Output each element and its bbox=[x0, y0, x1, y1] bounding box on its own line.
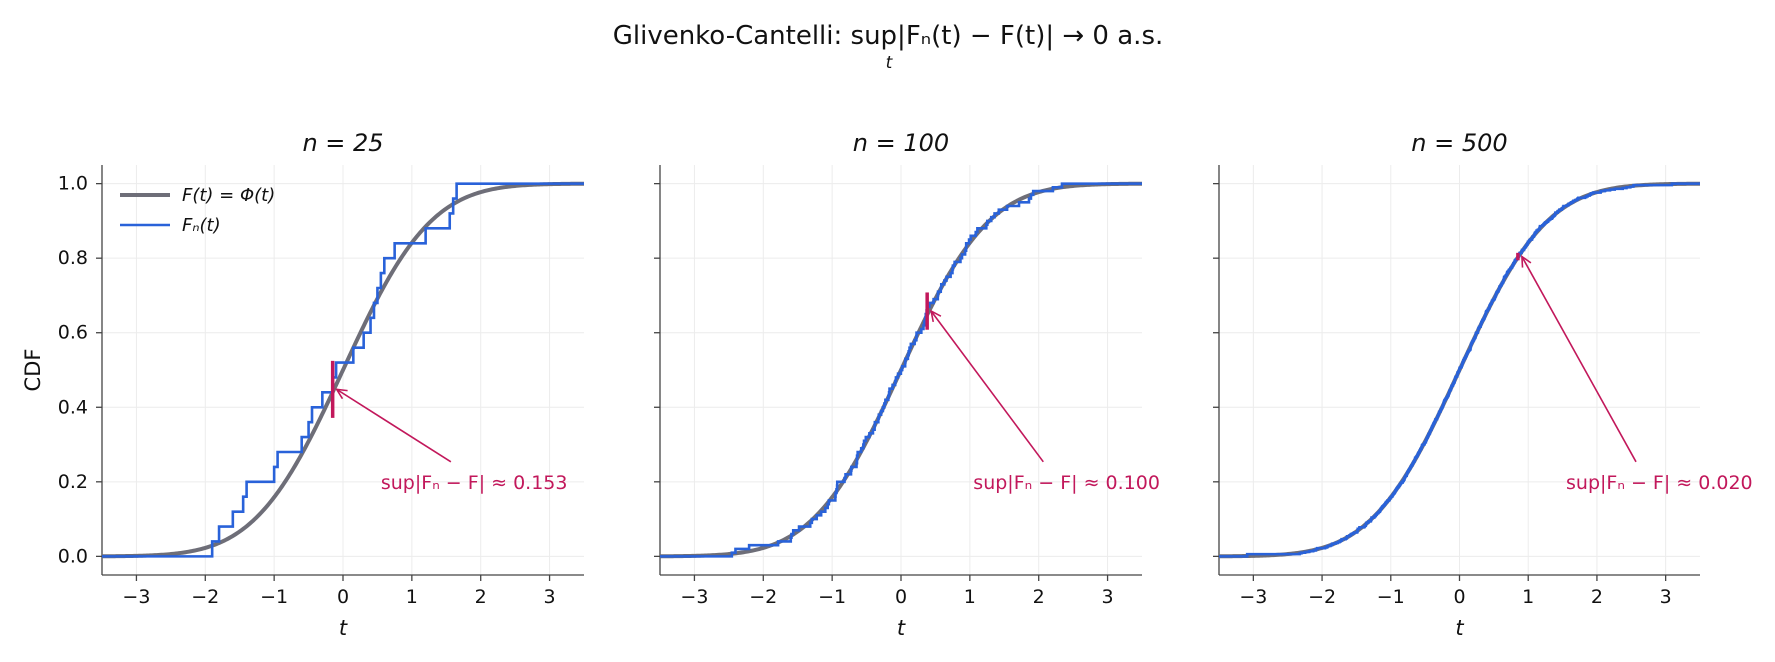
legend-label: F(t) = Φ(t) bbox=[182, 185, 275, 206]
panel-title: n = 100 bbox=[853, 129, 949, 157]
x-tick-label: −1 bbox=[818, 586, 846, 608]
x-tick-label: −2 bbox=[191, 586, 219, 608]
sup-annotation-text: sup|Fₙ − F| ≈ 0.100 bbox=[973, 472, 1160, 494]
panels-group: −3 −2 −1 0 1 2 3 0.0 0.2 0.4 0.6 0.8 1.0 t CDF n = 25 su… bbox=[21, 129, 1753, 640]
x-tick-label: −3 bbox=[1239, 586, 1267, 608]
figure-title: Glivenko-Cantelli: sup|Fₙ(t) − F(t)| → 0… bbox=[613, 21, 1164, 51]
panel-title: n = 500 bbox=[1411, 129, 1507, 157]
true-cdf-line bbox=[101, 181, 585, 559]
x-tick-label: 3 bbox=[544, 586, 556, 608]
x-tick-label: −2 bbox=[1308, 586, 1336, 608]
annotation-arrowhead bbox=[335, 388, 348, 400]
legend: F(t) = Φ(t) Fₙ(t) bbox=[120, 185, 275, 236]
empirical-cdf-line bbox=[1218, 182, 1701, 558]
x-axis-label: t bbox=[339, 616, 348, 640]
annotation-arrowhead bbox=[930, 309, 942, 323]
x-axis-label: t bbox=[1455, 616, 1464, 640]
x-tick-label: −1 bbox=[1377, 586, 1405, 608]
panel-1: −3 −2 −1 0 1 2 3 0.0 0.2 0.4 0.6 0.8 1.0 t CDF n = 25 su… bbox=[21, 129, 585, 640]
panel-2: −3 −2 −1 0 1 2 3 t n = 100 sup|Fₙ − F| ≈ 0.100 bbox=[654, 129, 1160, 640]
legend-label: Fₙ(t) bbox=[182, 215, 221, 236]
x-tick-label: 2 bbox=[1033, 586, 1045, 608]
x-tick-label: −3 bbox=[680, 586, 708, 608]
x-tick-label: −2 bbox=[749, 586, 777, 608]
x-axis-label: t bbox=[897, 616, 906, 640]
y-tick-label: 0.8 bbox=[58, 247, 88, 269]
x-tick-label: −3 bbox=[122, 586, 150, 608]
annotation-arrow bbox=[930, 310, 1044, 463]
x-tick-label: 0 bbox=[895, 586, 907, 608]
y-tick-label: 0.0 bbox=[58, 545, 88, 567]
x-tick-label: 3 bbox=[1102, 586, 1114, 608]
x-tick-label: 1 bbox=[406, 586, 418, 608]
x-tick-label: 2 bbox=[475, 586, 487, 608]
x-tick-label: 2 bbox=[1591, 586, 1603, 608]
y-tick-label: 0.2 bbox=[58, 471, 88, 493]
y-axis-label: CDF bbox=[21, 349, 45, 392]
sup-annotation-text: sup|Fₙ − F| ≈ 0.020 bbox=[1566, 472, 1753, 494]
y-tick-label: 1.0 bbox=[58, 173, 88, 195]
y-tick-label: 0.4 bbox=[58, 396, 88, 418]
panel-3: −3 −2 −1 0 1 2 3 t n = 500 sup|Fₙ − F| ≈ 0.020 bbox=[1213, 129, 1753, 640]
y-tick-label: 0.6 bbox=[58, 322, 88, 344]
x-tick-label: 0 bbox=[1453, 586, 1465, 608]
x-tick-label: −1 bbox=[260, 586, 288, 608]
x-tick-label: 3 bbox=[1660, 586, 1672, 608]
annotation-arrow bbox=[336, 388, 452, 463]
annotation-arrow bbox=[1521, 256, 1637, 463]
empirical-cdf-line bbox=[101, 182, 585, 558]
figure-title-subscript: t bbox=[886, 53, 894, 73]
empirical-cdf-line bbox=[659, 182, 1143, 558]
sup-annotation-text: sup|Fₙ − F| ≈ 0.153 bbox=[381, 472, 568, 494]
x-tick-label: 1 bbox=[1522, 586, 1534, 608]
panel-title: n = 25 bbox=[302, 129, 383, 157]
x-tick-label: 0 bbox=[337, 586, 349, 608]
x-tick-label: 1 bbox=[964, 586, 976, 608]
annotation-arrowhead bbox=[1521, 254, 1532, 268]
